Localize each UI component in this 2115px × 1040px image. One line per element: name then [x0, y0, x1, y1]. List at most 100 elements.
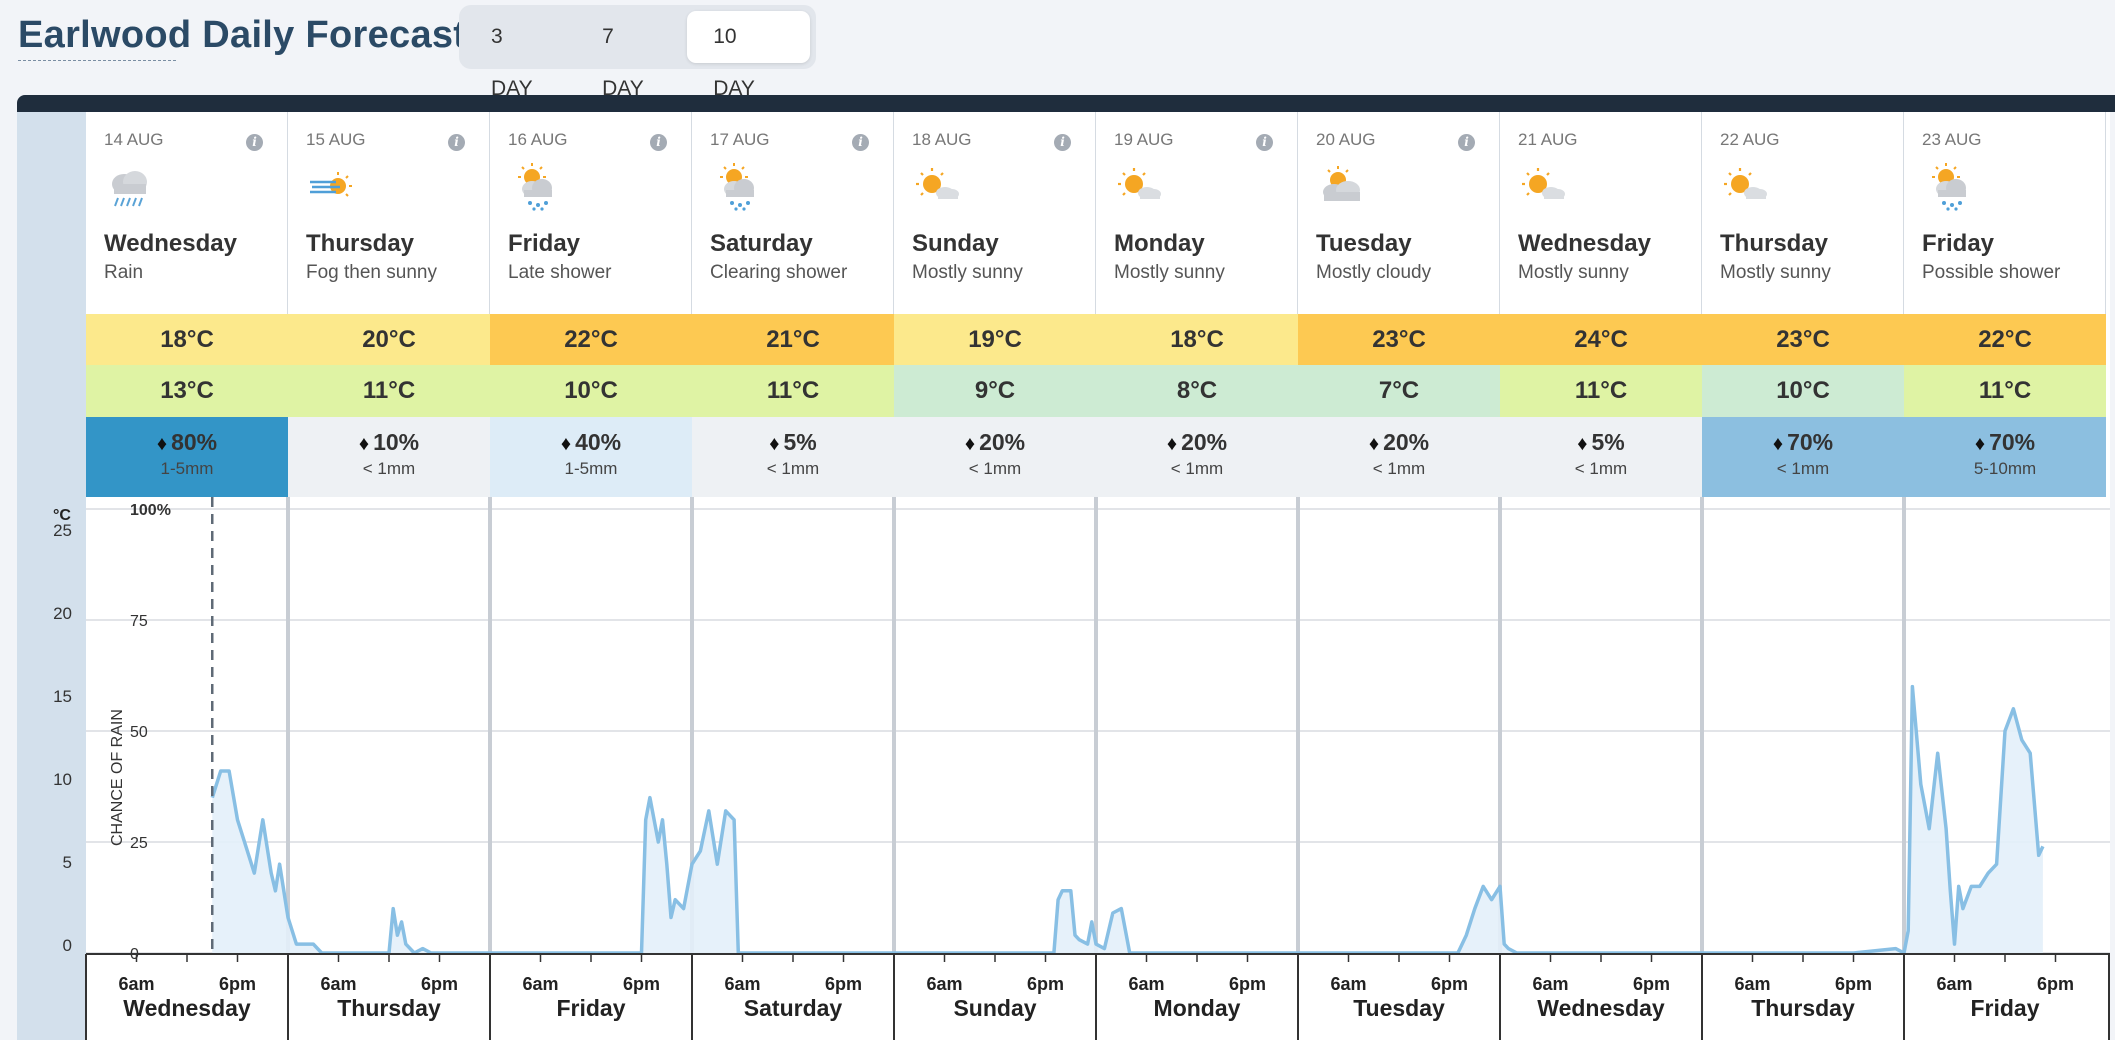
max-temp-cell: 22°C	[490, 314, 692, 365]
day-date: 19 AUG	[1114, 130, 1174, 149]
x-axis-hour-label: 6am	[1128, 974, 1164, 994]
rain-amount: 1-5mm	[160, 459, 214, 478]
day-column: 14 AUG i Wednesday Rain 18°C 13°C ♦ 80% 1-5mm	[86, 112, 288, 497]
x-axis-day-label: Tuesday	[1353, 995, 1445, 1021]
day-column: 19 AUG i Monday Mostly sunny 18°C 8°C ♦ 20% < 1m…	[1096, 112, 1298, 497]
info-icon[interactable]: i	[650, 134, 667, 151]
day-summary: Mostly sunny	[1114, 262, 1225, 283]
min-temp: 11°C	[362, 377, 416, 404]
x-axis-hour-label: 6am	[118, 974, 154, 994]
rain-cell: ♦ 5% < 1mm	[1500, 417, 1702, 497]
min-temp-cell: 11°C	[692, 365, 894, 417]
temp-tick-label: 15	[53, 687, 72, 706]
mostly-sunny-icon	[1720, 162, 1770, 212]
info-icon[interactable]: i	[246, 134, 263, 151]
max-temp-cell: 20°C	[288, 314, 490, 365]
rain-cell: ♦ 40% 1-5mm	[490, 417, 692, 497]
tab-7-day[interactable]: 7 DAY	[602, 25, 644, 100]
day-summary: Mostly sunny	[912, 262, 1023, 283]
day-name: Thursday	[306, 230, 415, 257]
max-temp: 18°C	[1170, 326, 1224, 353]
day-column: 15 AUG i Thursday Fog then sunny 20°C 11°C ♦ 10…	[288, 112, 490, 497]
day-name: Wednesday	[1518, 230, 1651, 257]
day-column: 21 AUG Wednesday Mostly sunny 24°C 11°C ♦ 5% < …	[1500, 112, 1702, 497]
day-name: Wednesday	[104, 230, 237, 257]
mostly-sunny-icon	[912, 162, 962, 212]
rain-cell: ♦ 20% < 1mm	[1298, 417, 1500, 497]
rain-cell: ♦ 70% < 1mm	[1702, 417, 1904, 497]
min-temp: 11°C	[1574, 377, 1628, 404]
day-column: 20 AUG i Tuesday Mostly cloudy 23°C 7°C ♦ 20% < …	[1298, 112, 1500, 497]
max-temp: 19°C	[968, 326, 1022, 353]
x-axis-hour-label: 6am	[1532, 974, 1568, 994]
min-temp: 11°C	[766, 377, 820, 404]
min-temp: 7°C	[1378, 377, 1420, 404]
min-temp: 8°C	[1176, 377, 1218, 404]
min-temp-cell: 10°C	[1702, 365, 1904, 417]
max-temp-cell: 19°C	[894, 314, 1096, 365]
day-name: Thursday	[1720, 230, 1829, 257]
daily-forecast-grid: 14 AUG i Wednesday Rain 18°C 13°C ♦ 80% 1-5mm 15 …	[86, 112, 2110, 497]
x-axis-hour-label: 6pm	[219, 974, 256, 994]
day-date: 15 AUG	[306, 130, 366, 149]
x-axis-day-label: Saturday	[744, 995, 843, 1021]
min-temp-cell: 8°C	[1096, 365, 1298, 417]
x-axis-hour-label: 6pm	[1229, 974, 1266, 994]
rain-tick-label: 100%	[130, 502, 171, 519]
rain-chance: 70%	[1989, 429, 2036, 455]
day-date: 16 AUG	[508, 130, 568, 149]
day-summary: Mostly sunny	[1720, 262, 1831, 283]
tab-3-day[interactable]: 3 DAY	[491, 25, 533, 100]
info-icon[interactable]: i	[448, 134, 465, 151]
max-temp: 23°C	[1372, 326, 1426, 353]
rain-amount: < 1mm	[968, 459, 1022, 478]
rain-cell: ♦ 5% < 1mm	[692, 417, 894, 497]
rain-chance: 10%	[373, 429, 420, 455]
x-axis-hour-label: 6pm	[1633, 974, 1670, 994]
x-axis-hour-label: 6pm	[1027, 974, 1064, 994]
x-axis-day-label: Thursday	[337, 995, 441, 1021]
x-axis-hour-label: 6pm	[421, 974, 458, 994]
sun-shower-icon	[1922, 162, 1972, 212]
day-column: 16 AUG i Friday Late shower 22°C 10°C ♦ 40% 1-5m…	[490, 112, 692, 497]
day-name: Saturday	[710, 230, 813, 257]
rain-amount: < 1mm	[1372, 459, 1426, 478]
max-temp: 23°C	[1776, 326, 1830, 353]
info-icon[interactable]: i	[1458, 134, 1475, 151]
x-axis-hour-label: 6am	[522, 974, 558, 994]
x-axis-day-label: Monday	[1154, 995, 1241, 1021]
info-icon[interactable]: i	[852, 134, 869, 151]
tab-10-day[interactable]: 10 DAY	[687, 11, 810, 100]
rain-amount: 5-10mm	[1973, 459, 2037, 478]
temp-tick-label: 0	[63, 936, 72, 955]
x-axis-hour-label: 6am	[1330, 974, 1366, 994]
mostly-sunny-icon	[1518, 162, 1568, 212]
rain-chance: 5%	[783, 429, 817, 455]
min-temp: 10°C	[564, 377, 618, 404]
max-temp: 22°C	[1978, 326, 2032, 353]
x-axis-hour-label: 6pm	[825, 974, 862, 994]
x-axis-day-label: Friday	[556, 995, 625, 1021]
forecast-header-bar	[17, 95, 2115, 112]
max-temp-cell: 23°C	[1298, 314, 1500, 365]
temp-tick-label: 10	[53, 770, 72, 789]
max-temp: 24°C	[1574, 326, 1628, 353]
info-icon[interactable]: i	[1256, 134, 1273, 151]
info-icon[interactable]: i	[1054, 134, 1071, 151]
x-axis-hour-label: 6am	[926, 974, 962, 994]
rain-chance: 20%	[979, 429, 1026, 455]
day-name: Monday	[1114, 230, 1205, 257]
rain-amount: 1-5mm	[564, 459, 618, 478]
rain-cell: ♦ 20% < 1mm	[1096, 417, 1298, 497]
sun-shower-icon	[508, 162, 558, 212]
day-summary: Clearing shower	[710, 262, 848, 283]
day-name: Friday	[1922, 230, 1995, 257]
rain-amount: < 1mm	[1574, 459, 1628, 478]
x-axis-hour-label: 6am	[1734, 974, 1770, 994]
raindrops-icon: ♦	[1772, 433, 1784, 455]
day-date: 21 AUG	[1518, 130, 1578, 149]
chart-y-axis-label: CHANCE OF RAIN	[109, 709, 126, 846]
x-axis-hour-label: 6am	[320, 974, 356, 994]
rain-amount: < 1mm	[1776, 459, 1830, 478]
raindrops-icon: ♦	[1166, 433, 1178, 455]
